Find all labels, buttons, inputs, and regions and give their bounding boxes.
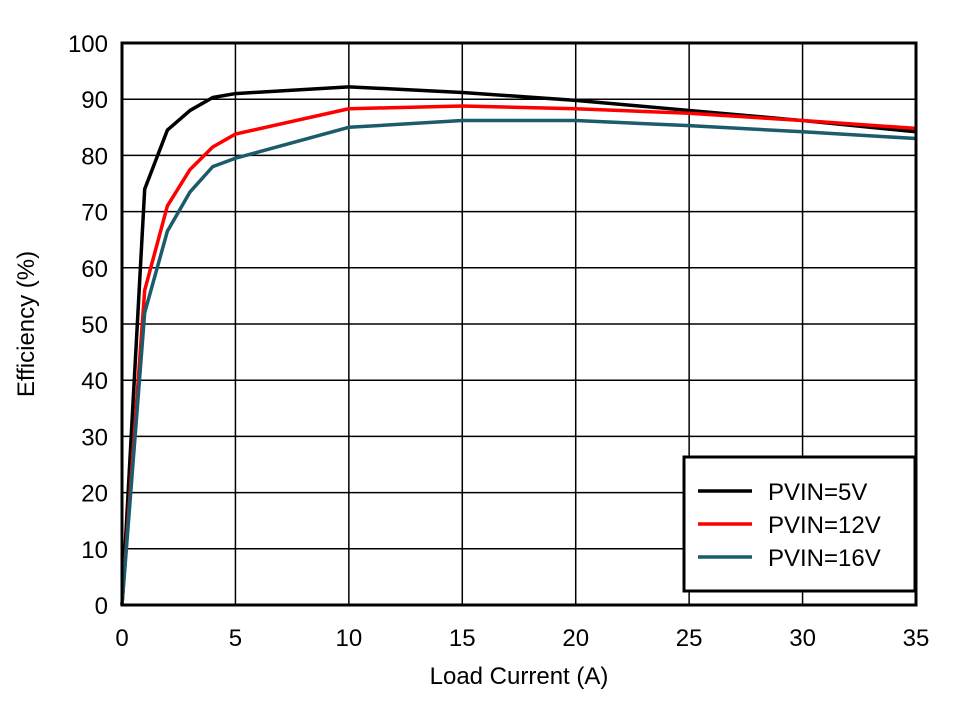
y-tick-label: 70 — [81, 200, 108, 227]
y-tick-label: 50 — [81, 312, 108, 339]
plot-frame — [120, 41, 918, 607]
series-line-pvin-16v — [120, 118, 917, 606]
grid — [121, 42, 917, 606]
y-tick-labels: 0 10 20 30 40 50 60 70 80 90 100 — [68, 31, 108, 620]
series-line-pvin-12v — [120, 104, 917, 606]
series-lines — [120, 85, 917, 606]
x-tick-label: 20 — [562, 625, 589, 652]
x-tick-label: 35 — [903, 625, 930, 652]
x-tick-labels: 0 5 10 15 20 25 30 35 — [115, 625, 929, 652]
y-tick-label: 40 — [81, 368, 108, 395]
legend: PVIN=5V PVIN=12V PVIN=16V — [682, 455, 917, 593]
x-tick-label: 25 — [676, 625, 703, 652]
y-tick-label: 0 — [95, 593, 108, 620]
x-tick-label: 10 — [336, 625, 363, 652]
y-tick-label: 60 — [81, 256, 108, 283]
legend-label: PVIN=12V — [768, 512, 881, 539]
y-tick-label: 80 — [81, 143, 108, 170]
legend-label: PVIN=5V — [768, 479, 867, 506]
y-tick-label: 10 — [81, 537, 108, 564]
x-tick-label: 0 — [115, 625, 128, 652]
y-tick-label: 30 — [81, 424, 108, 451]
y-axis-label: Efficiency (%) — [13, 251, 40, 397]
y-tick-label: 100 — [68, 31, 108, 58]
x-axis-label: Load Current (A) — [430, 663, 609, 690]
x-tick-label: 5 — [229, 625, 242, 652]
series-line-pvin-5v — [120, 85, 917, 606]
y-tick-label: 90 — [81, 87, 108, 114]
x-tick-label: 30 — [789, 625, 816, 652]
legend-label: PVIN=16V — [768, 545, 881, 572]
x-tick-label: 15 — [449, 625, 476, 652]
y-tick-label: 20 — [81, 481, 108, 508]
